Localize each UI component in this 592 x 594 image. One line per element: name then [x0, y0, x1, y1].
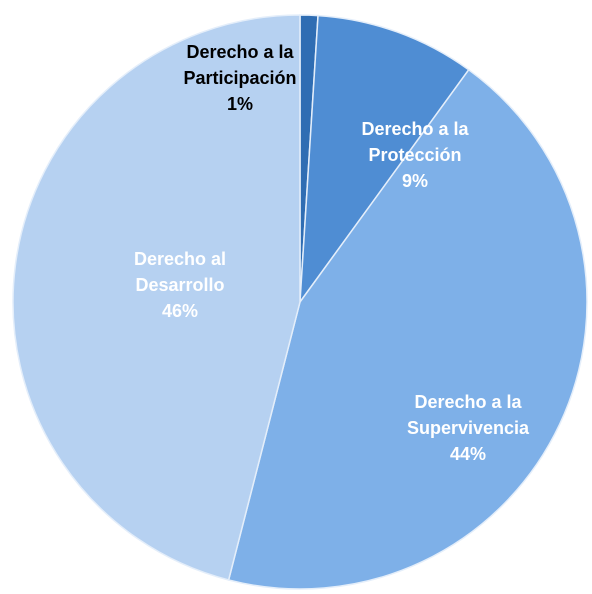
- category-label: Derecho a la Protección: [361, 119, 469, 165]
- slice-label: Derecho a la Protección 9%: [330, 116, 500, 194]
- value-label: 44%: [449, 444, 487, 464]
- pie-slice: [299, 14, 470, 305]
- slice-label: Derecho a la Participación 1%: [155, 39, 325, 117]
- category-label: Derecho a la Participación: [183, 42, 297, 88]
- category-label: Derecho a la Supervivencia: [406, 392, 530, 438]
- value-label: 1%: [226, 94, 253, 114]
- slice-label: Derecho al Desarrollo 46%: [95, 246, 265, 324]
- pie-slice: [227, 68, 588, 590]
- value-label: 9%: [401, 171, 428, 191]
- pie-slice: [12, 14, 301, 581]
- slice-label: Derecho a la Supervivencia 44%: [383, 389, 553, 467]
- value-label: 46%: [161, 301, 199, 321]
- category-label: Derecho al Desarrollo: [133, 249, 227, 295]
